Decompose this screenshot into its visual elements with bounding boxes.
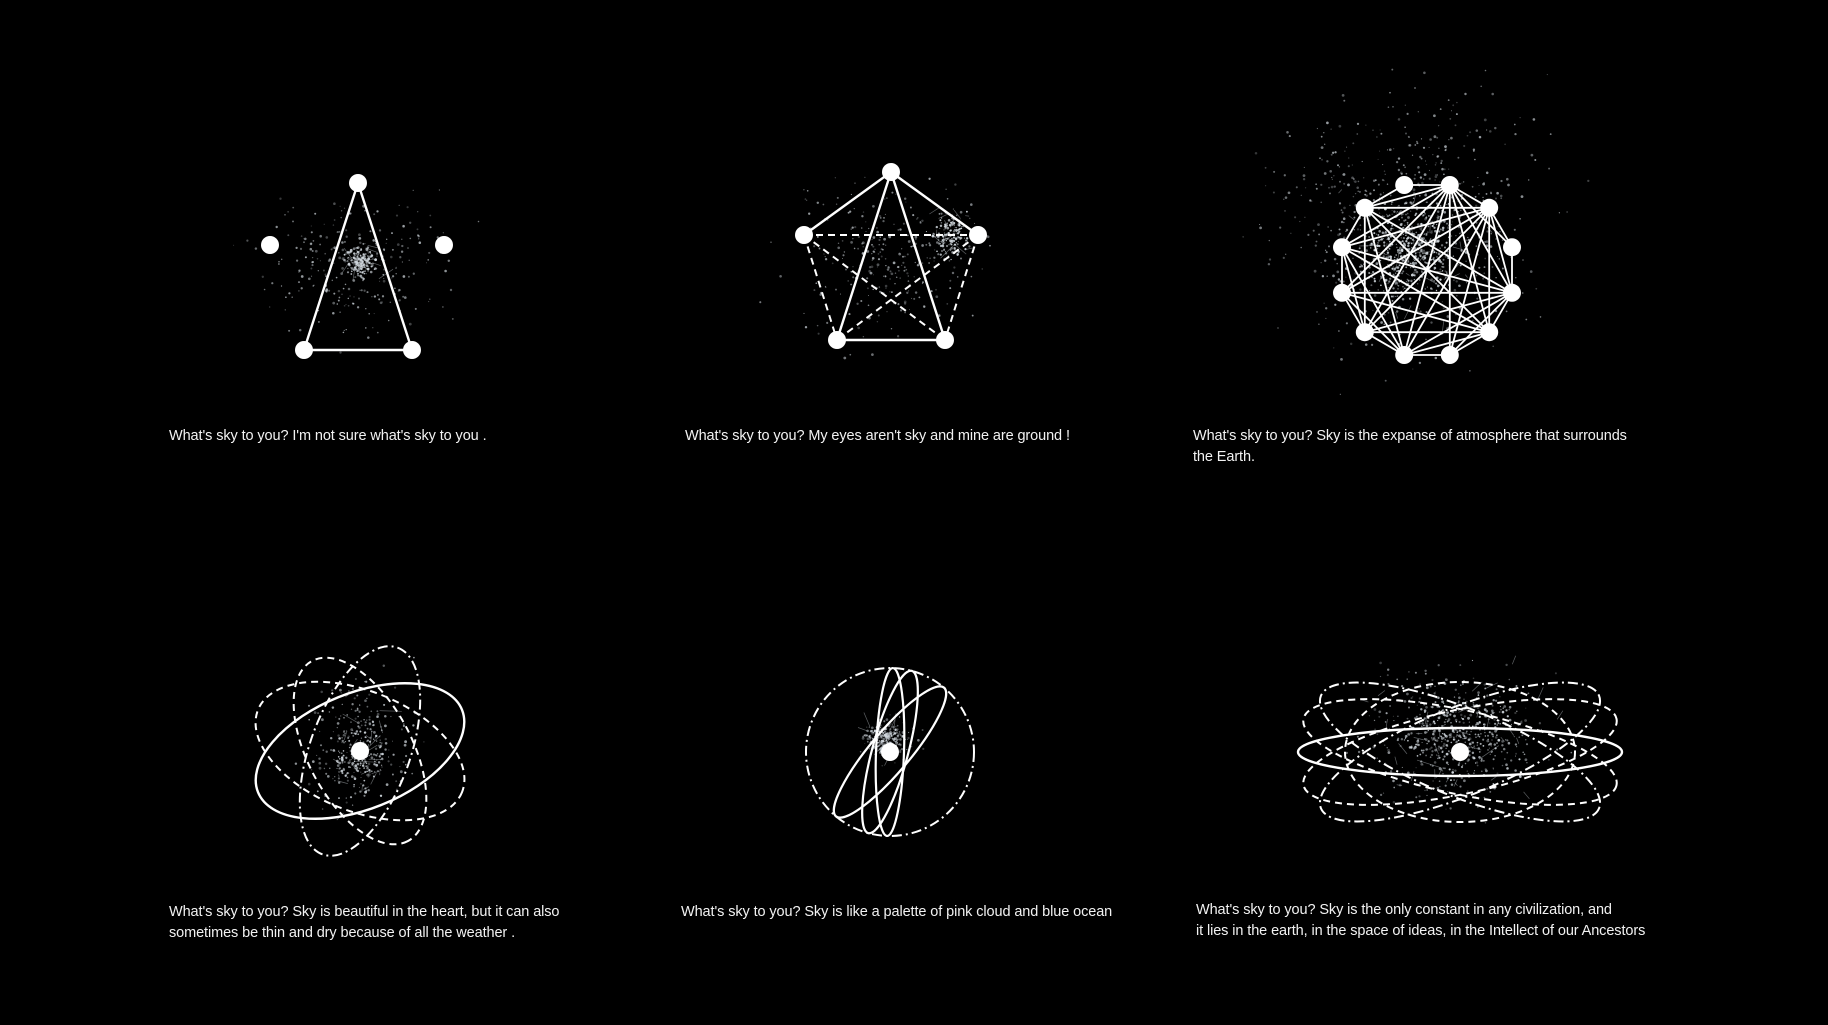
graph-node: [1503, 283, 1521, 302]
panel-3-graphic: [1242, 68, 1590, 395]
graph-edge: [1403, 207, 1490, 356]
caption-line: What's sky to you? Sky is beautiful in t…: [169, 904, 560, 920]
caption-line: What's sky to you? Sky is like a palette…: [681, 904, 1113, 920]
panel-6-caption: What's sky to you? Sky is the only const…: [1196, 900, 1756, 942]
graph-node: [882, 163, 900, 181]
graph-node: [403, 341, 421, 359]
graph-node: [828, 331, 846, 349]
graph-node: [1395, 346, 1414, 364]
caption-line: What's sky to you? Sky is the expanse of…: [1193, 428, 1627, 444]
graph-edge: [1341, 184, 1451, 248]
panel-4-caption: What's sky to you? Sky is beautiful in t…: [169, 902, 639, 944]
graph-edge: [1364, 184, 1451, 333]
graph-edge: [1364, 207, 1490, 333]
graph-node: [1355, 198, 1374, 217]
caption-line: What's sky to you? I'm not sure what's s…: [169, 428, 487, 444]
orbit-ellipse: [861, 669, 919, 835]
orbit-ellipse: [1344, 681, 1576, 823]
panel-2-graphic: [759, 163, 991, 360]
orbit-ellipse: [1296, 726, 1624, 778]
panel-5-orbits: [805, 666, 975, 838]
panel-2-edges-dashed: [803, 234, 979, 341]
caption-line: the Earth.: [1193, 449, 1255, 465]
caption-line: sometimes be thin and dry because of all…: [169, 925, 516, 941]
panel-5-caption: What's sky to you? Sky is like a palette…: [681, 902, 1161, 923]
orbit-ellipse: [874, 666, 906, 838]
graph-edge: [1341, 292, 1405, 356]
graph-node: [1440, 176, 1459, 194]
graph-edge: [1341, 206, 1490, 249]
graph-edge: [1341, 207, 1490, 294]
orbit-ellipse: [1318, 681, 1602, 823]
graph-node: [295, 341, 313, 359]
orbit-ellipse: [1302, 698, 1618, 806]
caption-line: it lies in the earth, in the space of id…: [1196, 923, 1646, 939]
graph-node: [435, 236, 453, 254]
graph-edge: [1364, 184, 1451, 209]
orbit-ellipse: [254, 682, 466, 820]
graph-node: [349, 174, 367, 192]
graph-node: [1395, 176, 1414, 194]
panel-2-edges-solid: [803, 171, 979, 342]
graph-node: [1503, 238, 1521, 257]
graph-edge: [1341, 246, 1405, 356]
panel-6-graphic: [1296, 655, 1624, 824]
panel-2-particle-cloud: [759, 176, 991, 360]
graph-edge: [1448, 184, 1491, 333]
orbit-ellipse: [298, 645, 422, 857]
center-node: [1451, 743, 1469, 761]
graph-edge: [1403, 331, 1490, 356]
center-node: [351, 742, 369, 760]
graph-node: [1480, 198, 1499, 217]
panel-3-nodes: [1333, 176, 1521, 364]
graph-edge: [1364, 207, 1513, 294]
graph-edge: [1341, 291, 1490, 334]
panel-1-graphic: [233, 174, 480, 359]
graph-edge: [1341, 246, 1490, 333]
orbit-ellipse: [1302, 698, 1618, 806]
graph-node: [1440, 346, 1459, 364]
caption-line: What's sky to you? Sky is the only const…: [1196, 902, 1612, 918]
graph-node: [1355, 323, 1374, 342]
outer-orbit: [805, 667, 975, 837]
panel-5-graphic: [805, 666, 975, 838]
graph-edge: [1488, 207, 1513, 294]
graph-edge: [1364, 291, 1513, 334]
graph-node: [1333, 283, 1351, 302]
panel-3-caption: What's sky to you? Sky is the expanse of…: [1193, 426, 1713, 468]
orbit-ellipse: [292, 656, 428, 846]
panel-2-nodes: [795, 163, 987, 349]
panel-4-graphic: [254, 645, 466, 857]
panel-1-nodes: [261, 174, 453, 359]
panel-1-particle-cloud: [233, 189, 480, 354]
panel-1-edges: [302, 182, 414, 352]
center-node: [881, 743, 899, 761]
panel-4-orbits: [254, 645, 466, 857]
panel-2-caption: What's sky to you? My eyes aren't sky an…: [685, 426, 1145, 447]
graph-edge: [1363, 207, 1406, 356]
panel-1-caption: What's sky to you? I'm not sure what's s…: [169, 426, 629, 447]
graph-node: [1333, 238, 1351, 257]
graph-node: [1480, 323, 1499, 342]
graph-edge: [1341, 246, 1366, 333]
panel-3-edges: [1341, 184, 1513, 356]
graph-node: [261, 236, 279, 254]
caption-line: What's sky to you? My eyes aren't sky an…: [685, 428, 1070, 444]
orbit-ellipse: [254, 680, 466, 822]
panel-6-orbits: [1296, 681, 1624, 823]
graph-node: [936, 331, 954, 349]
orbit-ellipse: [1318, 681, 1602, 823]
graph-node: [795, 226, 813, 244]
graph-node: [969, 226, 987, 244]
